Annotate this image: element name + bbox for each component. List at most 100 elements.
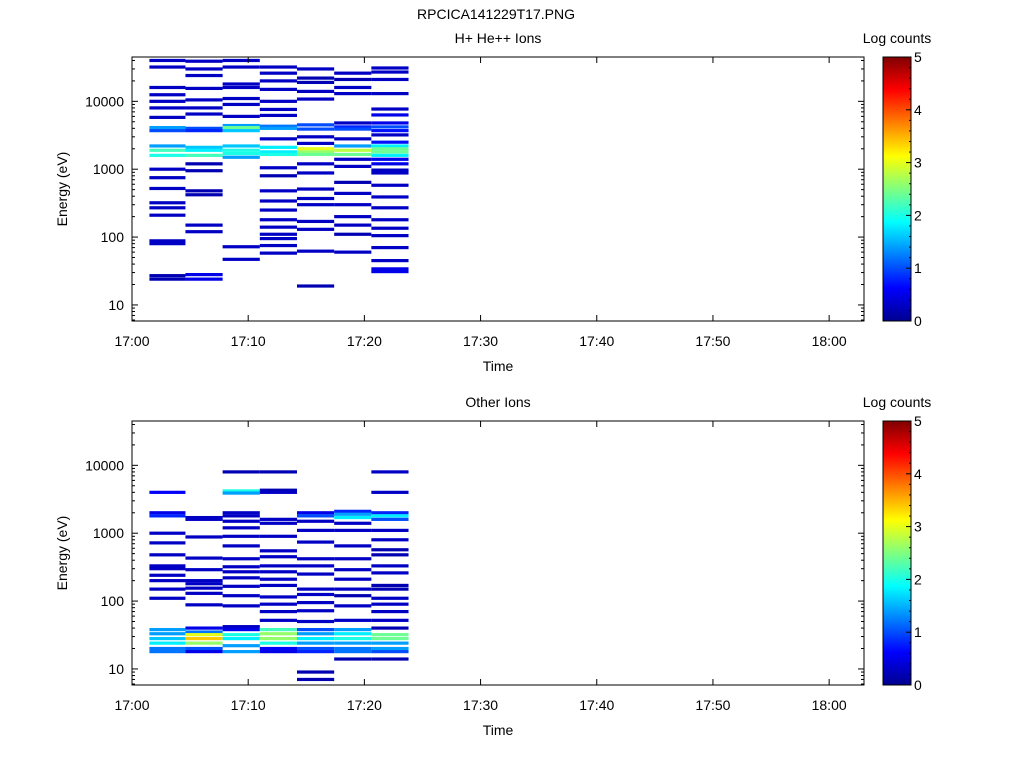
heatmap-cell bbox=[222, 636, 260, 641]
heatmap-cell bbox=[259, 232, 297, 236]
heatmap-cell bbox=[334, 528, 372, 532]
heatmap-cell bbox=[185, 626, 223, 630]
heatmap-cell bbox=[259, 490, 297, 494]
heatmap-cell bbox=[296, 557, 335, 561]
heatmap-cell bbox=[185, 223, 223, 227]
heatmap-cell bbox=[259, 549, 297, 553]
heatmap-cell bbox=[149, 65, 186, 69]
heatmap-cell bbox=[259, 650, 297, 654]
heatmap-cell bbox=[259, 150, 297, 154]
heatmap-cell bbox=[371, 162, 409, 166]
heatmap-cell bbox=[185, 59, 223, 63]
heatmap-cell bbox=[149, 93, 186, 97]
heatmap-cell bbox=[371, 650, 409, 654]
heatmap-cell bbox=[222, 584, 260, 588]
figure-title: RPCICA141229T17.PNG bbox=[417, 6, 575, 22]
heatmap-cell bbox=[371, 171, 409, 175]
colorbar-tick-label: 1 bbox=[914, 624, 922, 640]
heatmap-cell bbox=[149, 596, 186, 600]
heatmap-cell bbox=[371, 140, 409, 144]
x-axis-label: Time bbox=[483, 722, 514, 738]
heatmap-cell bbox=[371, 195, 409, 199]
heatmap-cell bbox=[149, 176, 186, 180]
heatmap-cell bbox=[296, 514, 335, 518]
heatmap-cell bbox=[259, 243, 297, 248]
heatmap-cell bbox=[334, 144, 372, 148]
heatmap-cell bbox=[296, 627, 335, 632]
heatmap-cell bbox=[334, 125, 372, 129]
heatmap-cell bbox=[149, 553, 186, 557]
heatmap-cell bbox=[371, 511, 409, 515]
heatmap-cell bbox=[259, 113, 297, 118]
heatmap-cell bbox=[222, 123, 260, 128]
heatmap-cell bbox=[259, 577, 297, 581]
heatmap-cell bbox=[371, 571, 409, 575]
heatmap-cell bbox=[222, 245, 260, 249]
heatmap-cell bbox=[149, 632, 186, 636]
heatmap-cell bbox=[185, 568, 223, 572]
x-tick-label: 17:10 bbox=[231, 333, 266, 349]
heatmap-cell bbox=[259, 595, 297, 599]
plot-frame bbox=[131, 420, 865, 686]
heatmap-cell bbox=[334, 148, 372, 152]
heatmap-cell bbox=[371, 583, 409, 588]
heatmap-cell bbox=[149, 514, 186, 518]
heatmap-cell bbox=[371, 618, 409, 622]
heatmap-cell bbox=[185, 148, 223, 152]
heatmap-cell bbox=[371, 133, 409, 137]
heatmap-cell bbox=[222, 644, 260, 648]
heatmap-cell bbox=[259, 126, 297, 130]
heatmap-cell bbox=[334, 71, 372, 75]
heatmap-cell bbox=[334, 618, 372, 622]
heatmap-cell bbox=[149, 129, 186, 133]
heatmap-cell bbox=[259, 251, 297, 255]
heatmap-cell bbox=[149, 564, 186, 568]
y-tick-label: 10 bbox=[108, 661, 124, 677]
heatmap-cell bbox=[334, 157, 372, 161]
heatmap-cell bbox=[185, 189, 223, 193]
y-axis: 10 100 1000 10000 bbox=[85, 59, 864, 321]
heatmap-cell bbox=[371, 129, 409, 133]
heatmap-cell bbox=[371, 153, 409, 157]
colorbar-tick-label: 0 bbox=[914, 677, 922, 693]
heatmap-cell bbox=[296, 123, 335, 127]
heatmap-cell bbox=[259, 521, 297, 525]
heatmap-cell bbox=[334, 636, 372, 641]
y-tick-label: 10000 bbox=[85, 93, 124, 109]
heatmap-cell bbox=[222, 148, 260, 152]
heatmap-cell bbox=[334, 521, 372, 525]
heatmap-cell bbox=[371, 636, 409, 641]
heatmap-cell bbox=[334, 509, 372, 513]
heatmap-cell bbox=[334, 137, 372, 141]
heatmap-cell bbox=[185, 169, 223, 173]
heatmap-cells bbox=[149, 58, 409, 288]
heatmap-cell bbox=[149, 99, 186, 103]
heatmap-cell bbox=[296, 609, 335, 613]
heatmap-cell bbox=[296, 528, 335, 532]
heatmap-cell bbox=[259, 208, 297, 212]
heatmap-cell bbox=[259, 641, 297, 645]
heatmap-cell bbox=[296, 646, 335, 651]
heatmap-cell bbox=[334, 577, 372, 581]
plot-frame bbox=[131, 56, 865, 322]
heatmap-cell bbox=[185, 272, 223, 277]
heatmap-cell bbox=[371, 66, 409, 70]
heatmap-cell bbox=[371, 121, 409, 125]
heatmap-cell bbox=[371, 596, 409, 600]
heatmap-cell bbox=[296, 141, 335, 145]
heatmap-cell bbox=[334, 594, 372, 598]
heatmap-cell bbox=[371, 150, 409, 154]
heatmap-cell bbox=[185, 98, 223, 102]
heatmap-cell bbox=[185, 86, 223, 91]
heatmap-cell bbox=[185, 603, 223, 607]
heatmap-cell bbox=[222, 565, 260, 569]
y-tick-label: 1000 bbox=[93, 525, 124, 541]
heatmap-cell bbox=[222, 65, 260, 69]
heatmap-cell bbox=[149, 490, 186, 494]
heatmap-cell bbox=[296, 636, 335, 641]
heatmap-cell bbox=[149, 641, 186, 645]
x-tick-label: 17:50 bbox=[695, 697, 730, 713]
heatmap-cell bbox=[259, 137, 297, 141]
heatmap-cell bbox=[185, 535, 223, 539]
heatmap-cell bbox=[149, 579, 186, 583]
